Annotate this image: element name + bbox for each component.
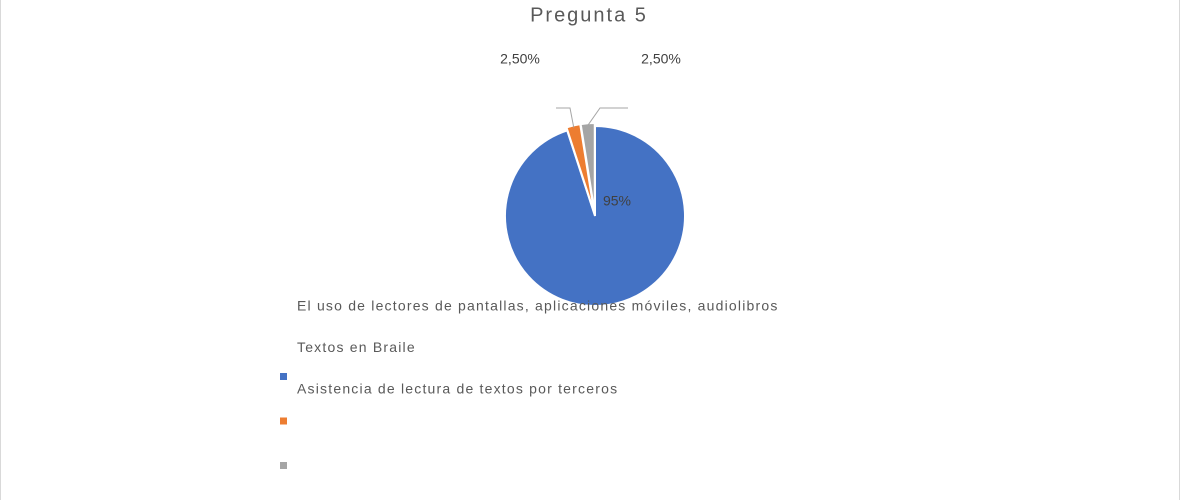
pie-slice bbox=[504, 124, 686, 307]
legend-label: El uso de lectores de pantallas, aplicac… bbox=[297, 298, 779, 314]
leader-line bbox=[587, 107, 628, 126]
legend-label: Textos en Braile bbox=[297, 339, 416, 355]
pie-slice bbox=[579, 122, 596, 214]
legend-marker bbox=[280, 462, 287, 469]
data-label: 2,50% bbox=[500, 51, 540, 67]
data-label: 2,50% bbox=[641, 51, 681, 67]
leader-line bbox=[556, 107, 575, 128]
chart-title: Pregunta 5 bbox=[530, 4, 648, 26]
legend-marker bbox=[280, 417, 287, 425]
data-label: 95% bbox=[603, 193, 631, 209]
legend-label: Asistencia de lectura de textos por terc… bbox=[297, 381, 618, 397]
legend-marker bbox=[280, 373, 287, 380]
